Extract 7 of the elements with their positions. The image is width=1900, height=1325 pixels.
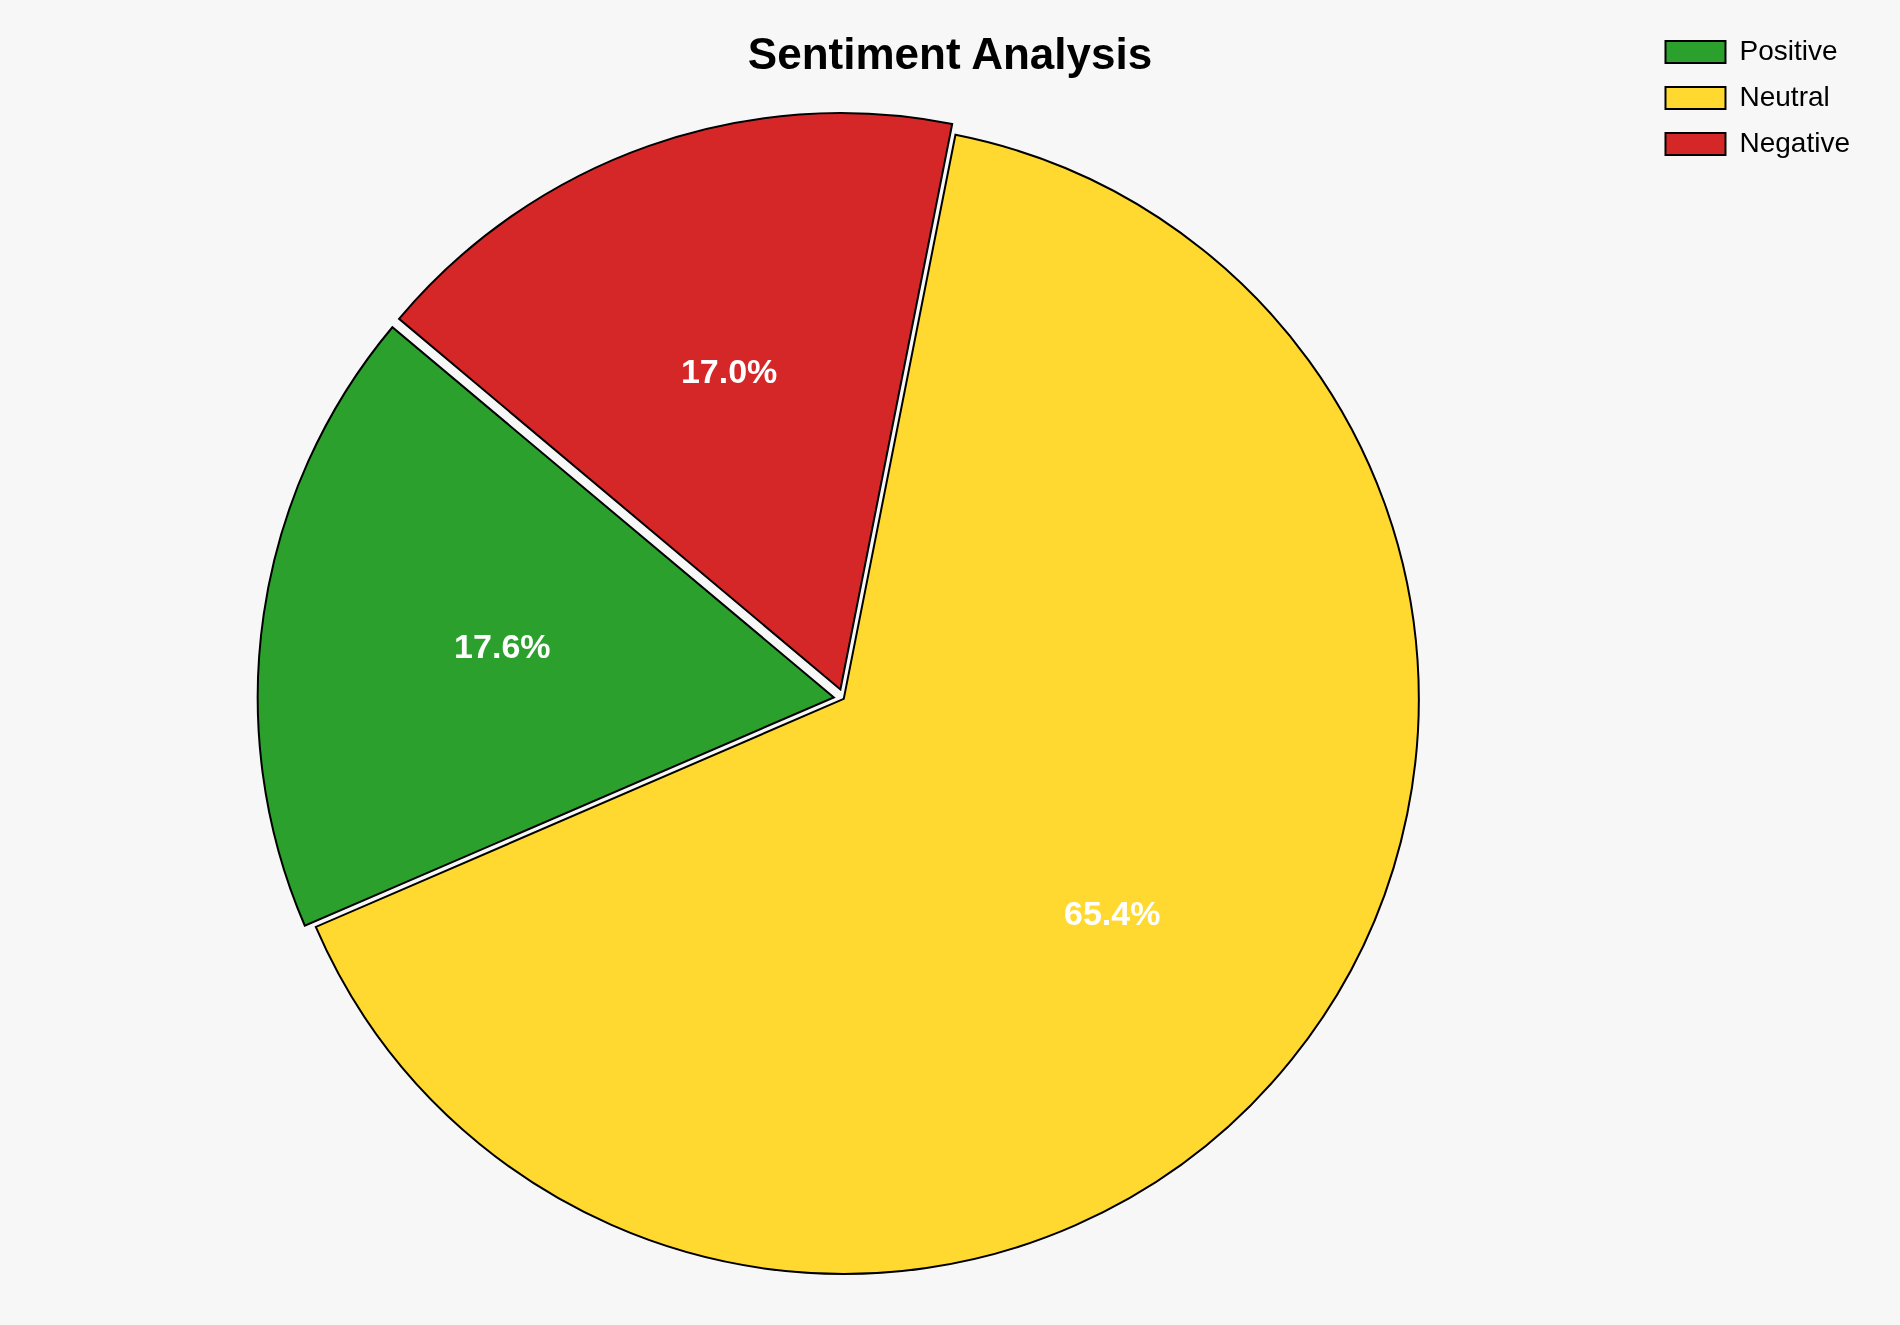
data-label: 65.4%: [1064, 894, 1161, 933]
legend-label: Negative: [1739, 126, 1851, 158]
legend-label: Neutral: [1739, 80, 1830, 112]
data-label: 17.0%: [680, 351, 778, 390]
chart-title: Sentiment Analysis: [747, 28, 1153, 78]
legend-label: Positive: [1739, 34, 1838, 66]
data-label: 17.6%: [454, 627, 551, 666]
